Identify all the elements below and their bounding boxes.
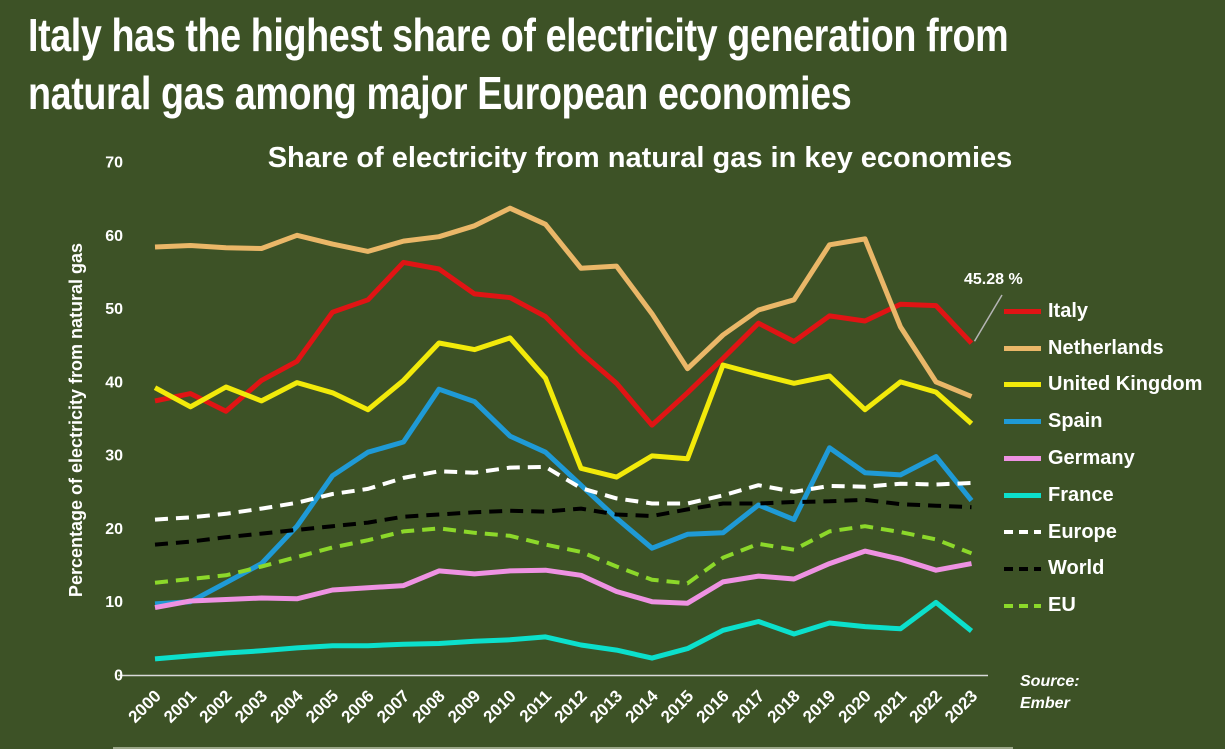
- legend-label-eu: EU: [1048, 594, 1076, 617]
- x-tick-label: 2001: [160, 686, 200, 726]
- series-line-europe: [154, 464, 972, 522]
- x-tick-label: 2008: [409, 686, 449, 726]
- series-line-france: [154, 599, 974, 662]
- legend-swatch-france: [1004, 492, 1041, 498]
- legend-item-united-kingdom: United Kingdom: [1004, 367, 1202, 404]
- legend-item-world: World: [1004, 551, 1202, 588]
- y-tick-label: 30: [105, 448, 123, 465]
- legend-item-eu: EU: [1004, 587, 1202, 624]
- legend-label-united-kingdom: United Kingdom: [1048, 373, 1203, 396]
- x-tick-label: 2014: [622, 686, 663, 727]
- legend-swatch-germany: [1004, 456, 1041, 462]
- x-tick-label: 2003: [231, 686, 271, 726]
- legend-label-france: France: [1048, 483, 1114, 506]
- y-tick-label: 0: [114, 668, 123, 685]
- series-line-italy: [154, 259, 974, 428]
- source-label: Source:: [1020, 673, 1080, 690]
- x-tick-label: 2000: [125, 686, 165, 726]
- source-attribution: Source: Ember: [1020, 671, 1080, 715]
- chart-legend: Italy Netherlands United Kingdom Spain G…: [1004, 293, 1202, 624]
- x-tick-label: 2018: [764, 686, 804, 726]
- series-line-world: [154, 497, 972, 547]
- legend-swatch-eu: [1004, 603, 1041, 608]
- x-tick-label: 2002: [196, 686, 236, 726]
- x-tick-label: 2019: [799, 686, 839, 726]
- page-title-line1: Italy has the highest share of electrici…: [28, 9, 1009, 61]
- legend-label-europe: Europe: [1048, 520, 1117, 543]
- legend-swatch-europe: [1004, 530, 1041, 535]
- value-callout: 45.28 %: [964, 271, 1023, 288]
- legend-swatch-spain: [1004, 419, 1041, 425]
- x-tick-label: 2012: [551, 686, 591, 726]
- y-tick-label: 50: [105, 301, 123, 318]
- x-tick-label: 2004: [267, 686, 308, 727]
- x-tick-label: 2021: [870, 686, 910, 726]
- series-line-germany: [154, 548, 972, 611]
- legend-swatch-italy: [1004, 308, 1041, 314]
- series-line-netherlands: [154, 205, 973, 399]
- callout-leader-line: [973, 294, 1003, 342]
- legend-label-germany: Germany: [1048, 447, 1135, 470]
- source-name: Ember: [1020, 695, 1070, 712]
- legend-label-italy: Italy: [1048, 299, 1089, 322]
- series-line-united-kingdom: [153, 335, 974, 480]
- page-title-line2: natural gas among major European economi…: [28, 67, 852, 119]
- page-title: Italy has the highest share of electrici…: [28, 6, 1009, 122]
- series-line-eu: [154, 524, 973, 586]
- x-tick-label: 2009: [444, 686, 484, 726]
- y-tick-label: 60: [105, 228, 123, 245]
- legend-item-spain: Spain: [1004, 403, 1202, 440]
- legend-swatch-netherlands: [1004, 345, 1041, 351]
- legend-item-netherlands: Netherlands: [1004, 330, 1202, 367]
- y-tick-label: 20: [105, 521, 123, 538]
- x-tick-label: 2017: [728, 686, 768, 726]
- legend-label-netherlands: Netherlands: [1048, 336, 1164, 359]
- legend-label-spain: Spain: [1048, 410, 1103, 433]
- y-tick-label: 10: [105, 594, 123, 611]
- bottom-edge-strip: [113, 747, 1013, 749]
- x-tick-label: 2010: [480, 686, 520, 726]
- x-tick-label: 2006: [338, 686, 378, 726]
- chart-title: Share of electricity from natural gas in…: [267, 142, 1013, 174]
- legend-label-world: World: [1048, 557, 1105, 580]
- x-tick-label: 2023: [941, 686, 981, 726]
- y-tick-label: 40: [105, 374, 123, 391]
- legend-item-italy: Italy: [1004, 293, 1202, 330]
- x-tick-label: 2022: [906, 686, 946, 726]
- legend-swatch-united-kingdom: [1004, 382, 1041, 388]
- x-tick-label: 2005: [302, 686, 342, 726]
- y-tick-label: 70: [105, 155, 123, 172]
- x-tick-label: 2013: [586, 686, 626, 726]
- legend-item-france: France: [1004, 477, 1202, 514]
- legend-item-europe: Europe: [1004, 514, 1202, 551]
- legend-item-germany: Germany: [1004, 440, 1202, 477]
- x-tick-label: 2015: [657, 686, 697, 726]
- x-tick-label: 2016: [693, 686, 733, 726]
- x-tick-label: 2020: [835, 686, 875, 726]
- x-tick-label: 2007: [373, 686, 413, 726]
- legend-swatch-world: [1004, 566, 1041, 571]
- x-tick-label: 2011: [516, 686, 556, 726]
